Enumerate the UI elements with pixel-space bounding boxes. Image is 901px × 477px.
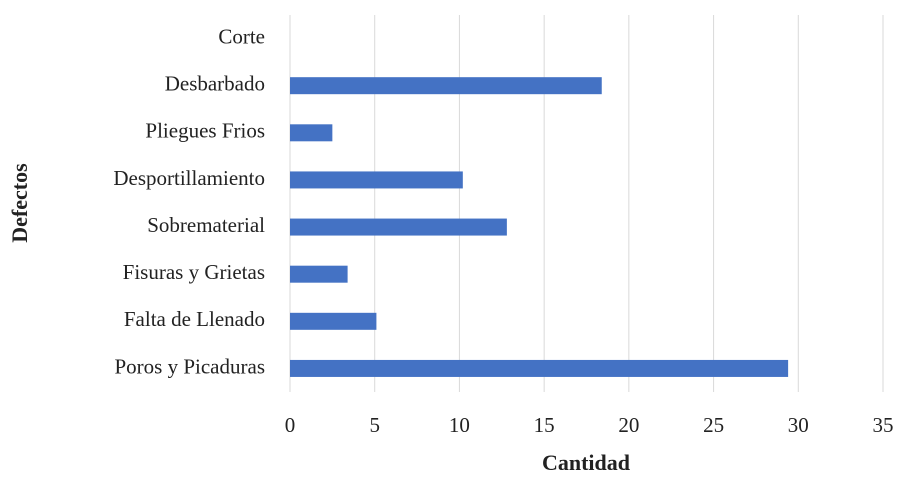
- bar: [290, 77, 602, 95]
- x-axis-title: Cantidad: [542, 450, 630, 475]
- bar: [290, 265, 348, 283]
- bar: [290, 359, 789, 377]
- y-tick-label: Pliegues Frios: [145, 119, 265, 143]
- bar: [290, 171, 463, 189]
- x-tick-label: 20: [618, 413, 639, 437]
- y-tick-label: Sobrematerial: [147, 213, 265, 237]
- y-axis-title: Defectos: [7, 163, 32, 243]
- x-tick-label: 15: [534, 413, 555, 437]
- y-tick-label: Fisuras y Grietas: [123, 260, 265, 284]
- x-tick-label: 30: [788, 413, 809, 437]
- x-tick-label: 0: [285, 413, 296, 437]
- y-tick-label: Desportillamiento: [113, 166, 265, 190]
- x-tick-label: 5: [369, 413, 380, 437]
- y-tick-label: Desbarbado: [165, 72, 265, 96]
- y-tick-label: Corte: [218, 24, 265, 48]
- bar: [290, 124, 333, 142]
- y-tick-label: Falta de Llenado: [124, 307, 265, 331]
- x-tick-label: 25: [703, 413, 724, 437]
- x-tick-label: 10: [449, 413, 470, 437]
- x-tick-label: 35: [873, 413, 894, 437]
- y-tick-label: Poros y Picaduras: [115, 354, 266, 378]
- bar: [290, 312, 377, 330]
- bar: [290, 218, 507, 236]
